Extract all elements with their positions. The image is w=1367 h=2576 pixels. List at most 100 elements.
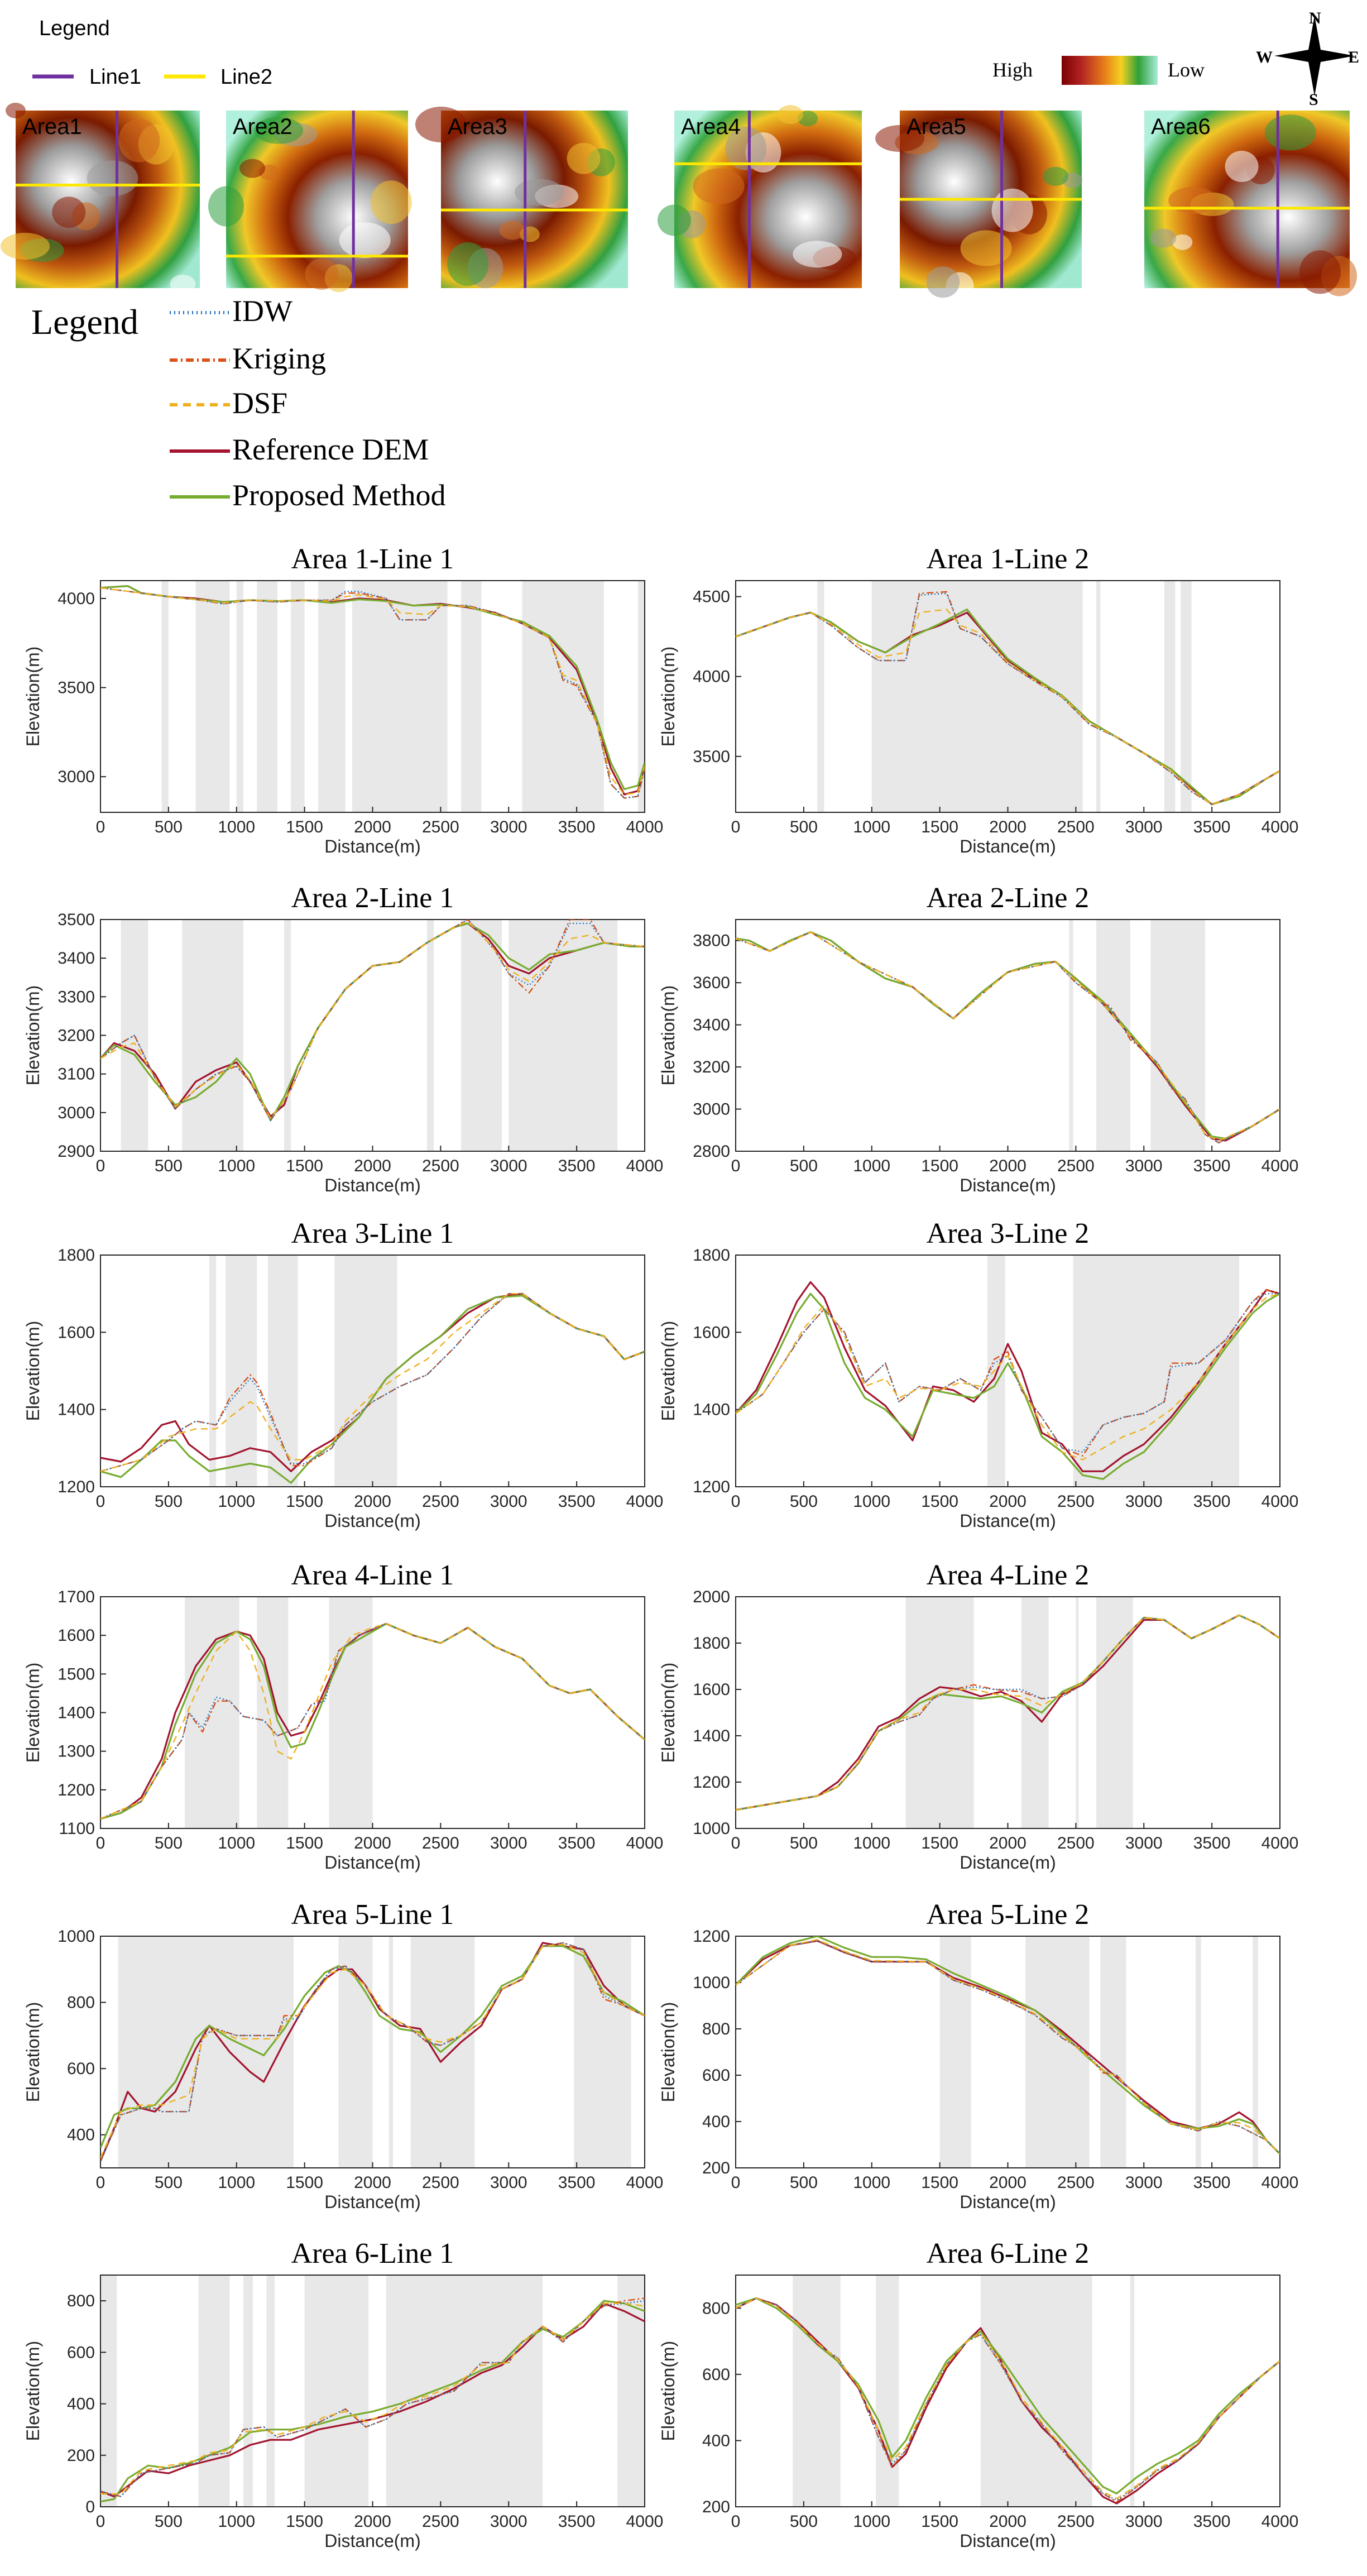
x-tick-label: 0	[731, 1492, 741, 1511]
x-tick-label: 3000	[490, 818, 527, 836]
y-axis-label: Elevation(m)	[23, 985, 43, 1086]
x-tick-label: 1000	[853, 2173, 890, 2192]
shaded-region	[1076, 1597, 1079, 1828]
terrain-patch	[725, 126, 767, 170]
x-tick-label: 3500	[558, 2173, 596, 2192]
kriging-label: Kriging	[232, 342, 326, 375]
area-map-label: Area5	[906, 114, 966, 139]
dsf-line	[736, 1293, 1280, 1461]
area-map-label: Area4	[681, 114, 741, 139]
compass-n: N	[1309, 9, 1321, 27]
x-tick-label: 2500	[1057, 818, 1095, 836]
y-tick-label: 1200	[57, 1478, 95, 1496]
x-tick-label: 3000	[490, 2173, 527, 2192]
area-map-2: Area2	[208, 111, 412, 293]
shaded-region	[243, 2275, 253, 2507]
x-tick-label: 1500	[921, 1157, 958, 1175]
x-tick-label: 2500	[422, 1492, 459, 1511]
x-tick-label: 0	[731, 2512, 741, 2531]
idw-line	[100, 2300, 645, 2497]
x-tick-label: 2000	[354, 1834, 391, 1852]
idw-line	[736, 592, 1280, 805]
chart-9: Area 5-Line 1 0 500 1000 1500 2000 2500 3000 350…	[23, 1899, 663, 2212]
proposed-method-line	[736, 2297, 1280, 2494]
y-axis-label: Elevation(m)	[658, 985, 678, 1086]
shaded-region	[427, 920, 434, 1151]
y-tick-label: 1000	[693, 1974, 730, 1992]
x-axis-label: Distance(m)	[324, 1175, 420, 1195]
y-tick-label: 1200	[693, 1478, 730, 1496]
x-tick-label: 0	[731, 1834, 741, 1852]
dsf-line	[736, 2297, 1280, 2500]
shaded-region	[987, 1255, 1005, 1487]
shaded-region	[1130, 2275, 1135, 2507]
chart-title: Area 3-Line 1	[291, 1218, 454, 1249]
reference-dem-line	[736, 1614, 1280, 1811]
x-tick-label: 1000	[853, 818, 890, 836]
x-tick-label: 2000	[989, 2512, 1027, 2531]
chart-8: Area 4-Line 2 0 500 1000 1500 2000 2500 3000 350…	[658, 1559, 1298, 1873]
x-tick-label: 1500	[286, 1492, 323, 1511]
x-tick-label: 2500	[422, 1157, 459, 1175]
chart-title: Area 6-Line 2	[927, 2238, 1090, 2269]
x-tick-label: 3500	[1193, 2512, 1231, 2531]
profile-charts: Area 1-Line 10 500 1000 1500 2000 2500 3000 350…	[23, 543, 1298, 2551]
y-tick-label: 1000	[693, 1820, 730, 1838]
terrain-patch	[1042, 166, 1068, 186]
y-tick-label: 3100	[57, 1065, 95, 1084]
terrain-patch	[499, 221, 525, 240]
area-map-label: Area1	[22, 114, 82, 139]
x-tick-label: 3000	[490, 2512, 527, 2531]
y-tick-label: 3300	[57, 988, 95, 1006]
y-axis-label: Elevation(m)	[658, 2341, 678, 2441]
x-tick-label: 1000	[218, 1834, 255, 1852]
y-axis-label: Elevation(m)	[23, 647, 43, 747]
y-tick-label: 1600	[693, 1323, 730, 1342]
x-tick-label: 1500	[921, 818, 958, 836]
x-tick-label: 1500	[921, 2512, 958, 2531]
chart-title: Area 4-Line 1	[291, 1559, 454, 1591]
proposed-method-line	[736, 608, 1280, 806]
x-tick-label: 500	[155, 1834, 183, 1852]
y-tick-label: 3500	[57, 911, 95, 929]
y-tick-label: 1600	[57, 1323, 95, 1342]
kriging-line	[100, 1942, 645, 2162]
area-map-4: Area4	[658, 105, 862, 288]
x-tick-label: 4000	[626, 2512, 664, 2531]
colorbar-gradient-bar	[1062, 56, 1158, 85]
y-tick-label: 800	[67, 2292, 95, 2310]
x-tick-label: 4000	[1262, 2512, 1299, 2531]
colorbar: High Low	[992, 56, 1205, 85]
y-tick-label: 400	[702, 2431, 730, 2450]
x-tick-label: 500	[790, 818, 818, 836]
x-tick-label: 2000	[989, 818, 1027, 836]
y-tick-label: 1000	[57, 1927, 95, 1946]
x-tick-label: 0	[731, 2173, 741, 2192]
shaded-region	[871, 581, 1083, 812]
y-tick-label: 1400	[57, 1704, 95, 1722]
shaded-region	[461, 920, 502, 1151]
chart-3: Area 2-Line 1 0 500 1000 1500 2000 2500 3000 350…	[23, 882, 663, 1195]
x-tick-label: 4000	[626, 1834, 664, 1852]
x-tick-label: 1000	[218, 2512, 255, 2531]
area-map-1: Area1	[1, 103, 200, 294]
x-tick-label: 2500	[1057, 1157, 1095, 1175]
x-tick-label: 3000	[1125, 2173, 1163, 2192]
x-tick-label: 3500	[1193, 1157, 1231, 1175]
y-tick-label: 1300	[57, 1742, 95, 1761]
y-tick-label: 1400	[693, 1401, 730, 1419]
shaded-region	[1100, 1936, 1126, 2168]
kriging-line	[100, 2297, 645, 2497]
y-axis-label: Elevation(m)	[23, 1663, 43, 1763]
shaded-region	[876, 2275, 899, 2507]
y-tick-label: 1400	[693, 1727, 730, 1745]
x-axis-label: Distance(m)	[960, 2531, 1056, 2551]
terrain-patch	[658, 204, 691, 236]
y-tick-label: 3600	[693, 974, 730, 992]
shaded-region	[817, 581, 824, 812]
shaded-region	[182, 920, 243, 1151]
chart-title: Area 2-Line 1	[291, 882, 454, 914]
shaded-region	[1181, 581, 1192, 812]
terrain-patch	[875, 125, 924, 152]
terrain-patch	[52, 197, 86, 228]
